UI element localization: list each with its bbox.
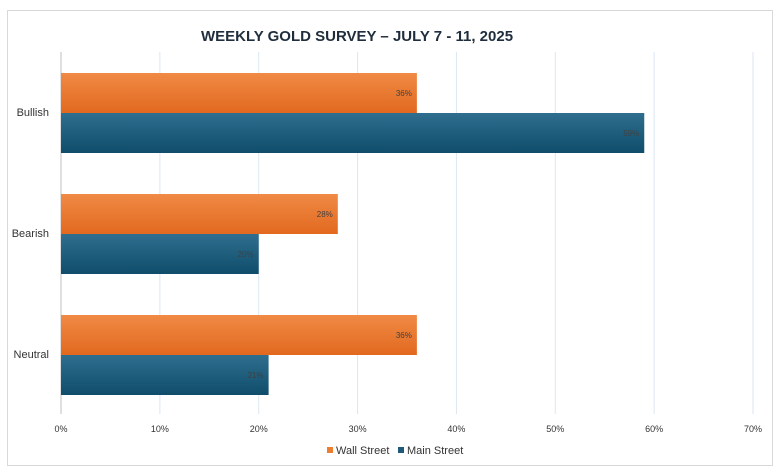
x-tick-label: 50% xyxy=(546,424,564,434)
legend: Wall Street Main Street xyxy=(327,445,463,457)
x-tick-label: 30% xyxy=(349,424,367,434)
data-label: 36% xyxy=(396,89,412,98)
data-label: 36% xyxy=(396,331,412,340)
category-label-neutral: Neutral xyxy=(14,349,49,361)
x-axis-ticks: 0% 10% 20% 30% 40% 50% 60% 70% xyxy=(54,424,762,434)
bar-wall-street-bullish xyxy=(61,73,417,113)
chart-title: WEEKLY GOLD SURVEY – JULY 7 - 11, 2025 xyxy=(201,28,513,45)
x-tick-label: 0% xyxy=(54,424,67,434)
x-tick-label: 10% xyxy=(151,424,169,434)
bar-wall-street-neutral xyxy=(61,315,417,355)
data-label: 28% xyxy=(317,210,333,219)
data-labels: 36% 59% 28% 20% 36% 21% xyxy=(238,89,640,380)
x-tick-label: 20% xyxy=(250,424,268,434)
category-labels: Bullish Bearish Neutral xyxy=(12,107,49,361)
bar-main-street-bearish xyxy=(61,234,259,274)
bar-main-street-neutral xyxy=(61,355,269,395)
x-tick-label: 40% xyxy=(447,424,465,434)
data-label: 59% xyxy=(623,129,639,138)
data-label: 21% xyxy=(248,371,264,380)
x-tick-label: 60% xyxy=(645,424,663,434)
bar-main-street-bullish xyxy=(61,113,645,153)
legend-label: Main Street xyxy=(407,445,463,457)
category-label-bearish: Bearish xyxy=(12,228,49,240)
legend-label: Wall Street xyxy=(336,445,389,457)
category-label-bullish: Bullish xyxy=(17,107,49,119)
legend-swatch xyxy=(398,447,404,453)
legend-swatch xyxy=(327,447,333,453)
data-label: 20% xyxy=(238,250,254,259)
x-tick-label: 70% xyxy=(744,424,762,434)
bar-wall-street-bearish xyxy=(61,194,338,234)
bars xyxy=(61,73,645,395)
